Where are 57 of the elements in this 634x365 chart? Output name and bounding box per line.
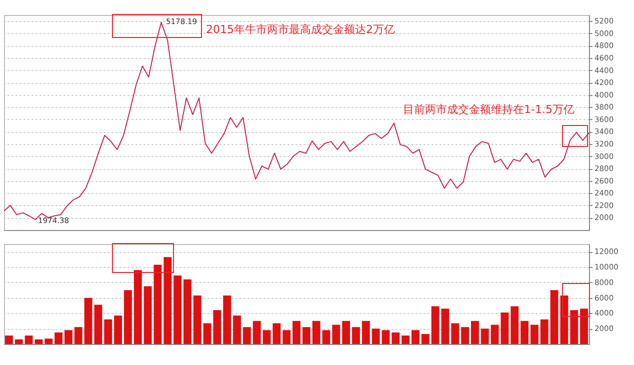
bar bbox=[242, 327, 251, 344]
bar bbox=[441, 308, 450, 344]
bar bbox=[540, 319, 548, 344]
bar bbox=[262, 330, 271, 344]
bar bbox=[490, 324, 499, 344]
bar bbox=[362, 320, 370, 344]
bar bbox=[382, 330, 390, 344]
bar bbox=[480, 328, 489, 344]
bar bbox=[342, 320, 350, 344]
bar bbox=[14, 339, 23, 344]
bar bbox=[233, 316, 241, 344]
annotation: 2015年牛市两市最高成交金额达2万亿 bbox=[206, 22, 395, 37]
bar bbox=[144, 286, 152, 344]
bar bbox=[421, 334, 430, 344]
bar bbox=[520, 320, 529, 344]
annotation: 目前两市成交金额维持在1-1.5万亿 bbox=[403, 102, 574, 117]
bar bbox=[431, 306, 440, 344]
bar bbox=[570, 310, 578, 344]
bar bbox=[392, 332, 400, 344]
bar bbox=[44, 338, 53, 344]
bar bbox=[402, 336, 410, 344]
bar bbox=[134, 270, 142, 344]
bar bbox=[292, 320, 300, 344]
bar bbox=[193, 296, 202, 344]
bar bbox=[104, 319, 112, 344]
bar bbox=[510, 306, 519, 344]
bar bbox=[124, 290, 132, 344]
bar bbox=[412, 330, 420, 344]
bar bbox=[84, 298, 92, 344]
bar bbox=[302, 327, 310, 344]
bar bbox=[282, 330, 291, 344]
bar bbox=[500, 312, 509, 344]
bar bbox=[332, 324, 340, 344]
bar bbox=[213, 310, 222, 344]
bar bbox=[352, 327, 360, 344]
bar bbox=[174, 276, 182, 344]
bar bbox=[322, 330, 330, 344]
bar bbox=[74, 327, 82, 344]
bar bbox=[530, 324, 538, 344]
bar bbox=[94, 304, 102, 344]
bar bbox=[461, 327, 470, 344]
bar bbox=[272, 323, 281, 344]
bar bbox=[471, 320, 479, 344]
bar bbox=[54, 332, 62, 344]
bar bbox=[154, 264, 162, 344]
bar bbox=[114, 316, 122, 344]
bar bbox=[451, 323, 460, 344]
bar bbox=[164, 257, 172, 344]
bar bbox=[4, 336, 13, 344]
bar bbox=[580, 308, 588, 344]
bar bbox=[252, 320, 261, 344]
bar bbox=[203, 323, 212, 344]
bar bbox=[372, 328, 380, 344]
bar bbox=[183, 279, 192, 344]
bar bbox=[64, 330, 72, 344]
bar bbox=[312, 320, 320, 344]
bar bbox=[223, 296, 232, 344]
